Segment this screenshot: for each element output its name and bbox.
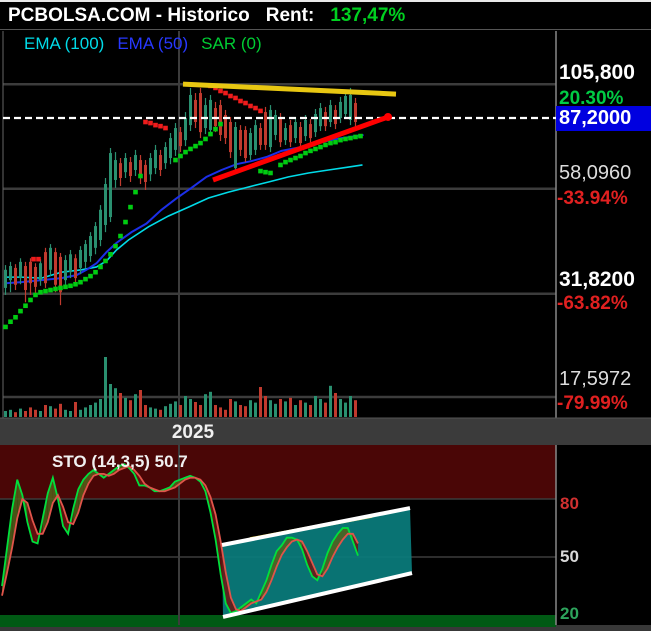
axis-price-105800: 105,800 <box>559 61 635 84</box>
sto-d-line <box>1 465 359 613</box>
axis-price-17: 17,5972 <box>559 368 632 390</box>
title-bar: PCBOLSA.COM - Historico Rent: 137,47% <box>0 0 651 30</box>
sto-level-50: 50 <box>560 547 579 566</box>
indicator-legend: EMA (100) EMA (50) SAR (0) <box>24 34 262 54</box>
axis-price-58: 58,0960 <box>559 162 632 184</box>
axis-pct-63: -63.82% <box>557 293 628 314</box>
oversold-zone <box>0 614 556 627</box>
rent-label: Rent: <box>265 4 315 26</box>
trendline-red <box>212 114 389 183</box>
legend-item-ema100[interactable]: EMA (100) <box>24 34 105 53</box>
last-price-badge: 87,2000 <box>556 106 651 131</box>
axis-pct-up: 20.30% <box>559 88 624 109</box>
axis-pct-33: -33.94% <box>557 188 628 209</box>
page-title: PCBOLSA.COM - Historico <box>8 4 250 26</box>
year-band <box>0 418 651 445</box>
legend-item-ema50[interactable]: EMA (50) <box>117 34 189 53</box>
sto-k-line <box>1 463 359 615</box>
axis-pct-79: -79.99% <box>557 393 628 414</box>
legend-item-sar[interactable]: SAR (0) <box>201 34 262 53</box>
sto-level-80: 80 <box>560 494 579 513</box>
stochastic-label: STO (14,3,5) 50.7 <box>52 452 188 471</box>
sto-channel <box>222 508 412 617</box>
x-axis-year-label: 2025 <box>171 422 215 443</box>
axis-price-31: 31,8200 <box>559 268 635 291</box>
trendline-yellow <box>182 81 397 97</box>
sto-level-20: 20 <box>560 604 579 623</box>
rent-value: 137,47% <box>330 4 406 26</box>
bottom-strip <box>0 625 651 631</box>
